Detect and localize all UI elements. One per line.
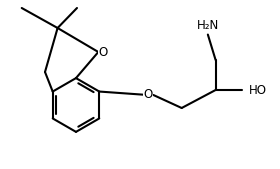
Text: O: O [143, 89, 152, 102]
Text: H₂N: H₂N [197, 19, 219, 32]
Text: O: O [98, 45, 108, 58]
Text: HO: HO [249, 83, 267, 96]
